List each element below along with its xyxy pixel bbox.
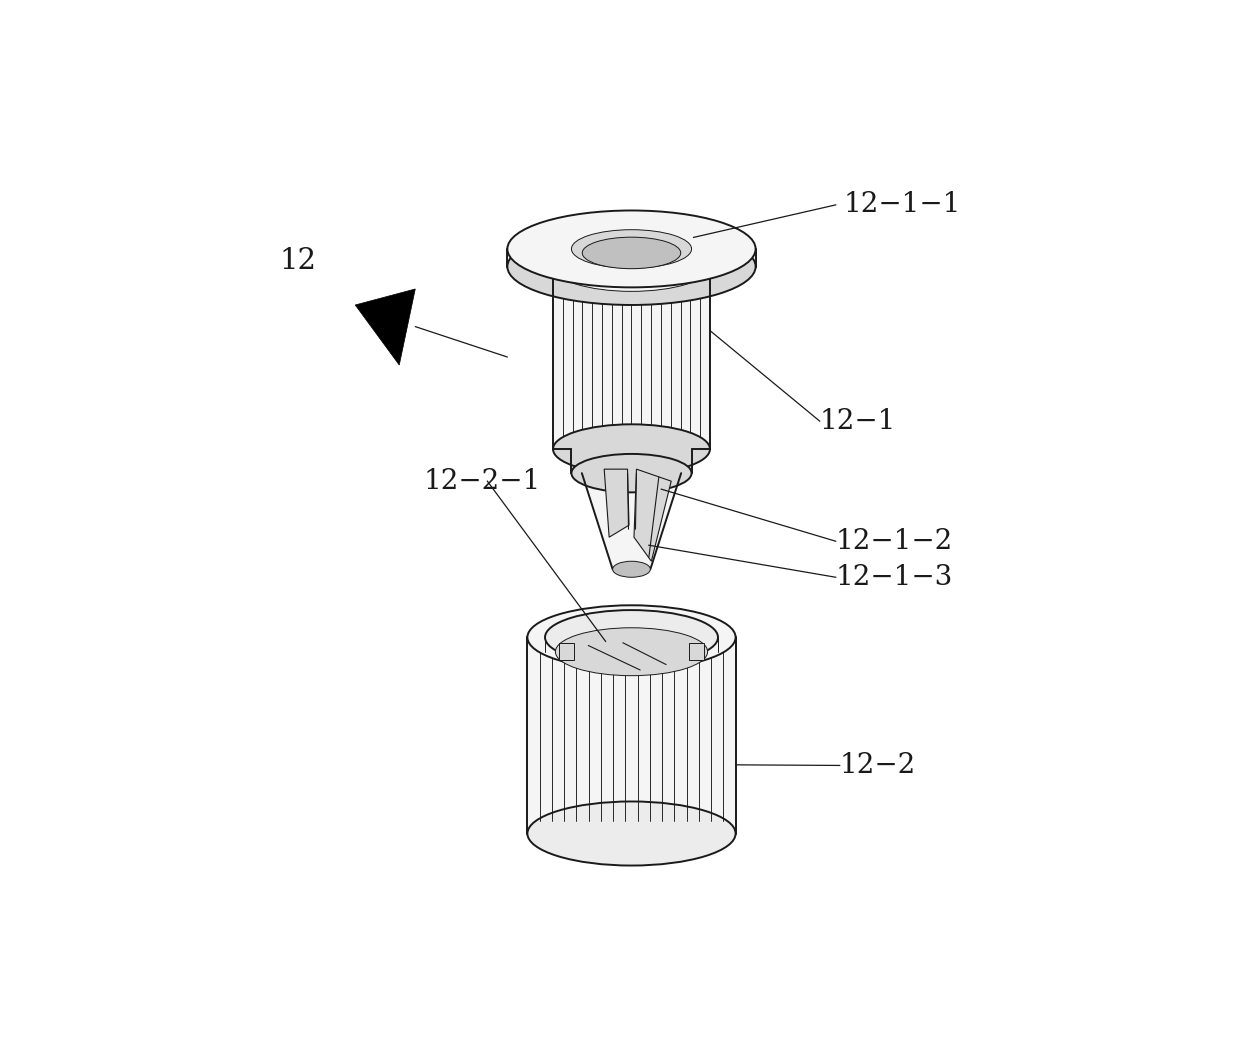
- Ellipse shape: [556, 628, 708, 676]
- Polygon shape: [572, 449, 692, 473]
- Text: 12−1−1: 12−1−1: [843, 191, 961, 218]
- Ellipse shape: [553, 241, 711, 291]
- Text: 12−2−1: 12−2−1: [423, 468, 541, 495]
- Text: 12−1−2: 12−1−2: [836, 527, 954, 554]
- Ellipse shape: [613, 562, 650, 577]
- Text: 12−2: 12−2: [839, 752, 916, 779]
- Polygon shape: [559, 643, 574, 660]
- Text: 12: 12: [279, 246, 316, 275]
- Ellipse shape: [583, 237, 681, 268]
- Ellipse shape: [553, 424, 711, 474]
- Text: 12−1−3: 12−1−3: [836, 564, 954, 591]
- Polygon shape: [527, 638, 735, 833]
- Polygon shape: [582, 473, 681, 569]
- Text: 12−1: 12−1: [820, 408, 897, 435]
- Ellipse shape: [572, 230, 692, 268]
- Polygon shape: [507, 249, 755, 266]
- Polygon shape: [634, 469, 671, 562]
- Polygon shape: [604, 469, 629, 538]
- Polygon shape: [553, 266, 711, 449]
- Ellipse shape: [527, 802, 735, 865]
- Ellipse shape: [546, 610, 718, 665]
- Ellipse shape: [507, 228, 755, 305]
- Polygon shape: [689, 643, 703, 660]
- Polygon shape: [355, 289, 415, 365]
- Ellipse shape: [527, 605, 735, 670]
- Ellipse shape: [572, 453, 692, 492]
- Ellipse shape: [507, 210, 755, 287]
